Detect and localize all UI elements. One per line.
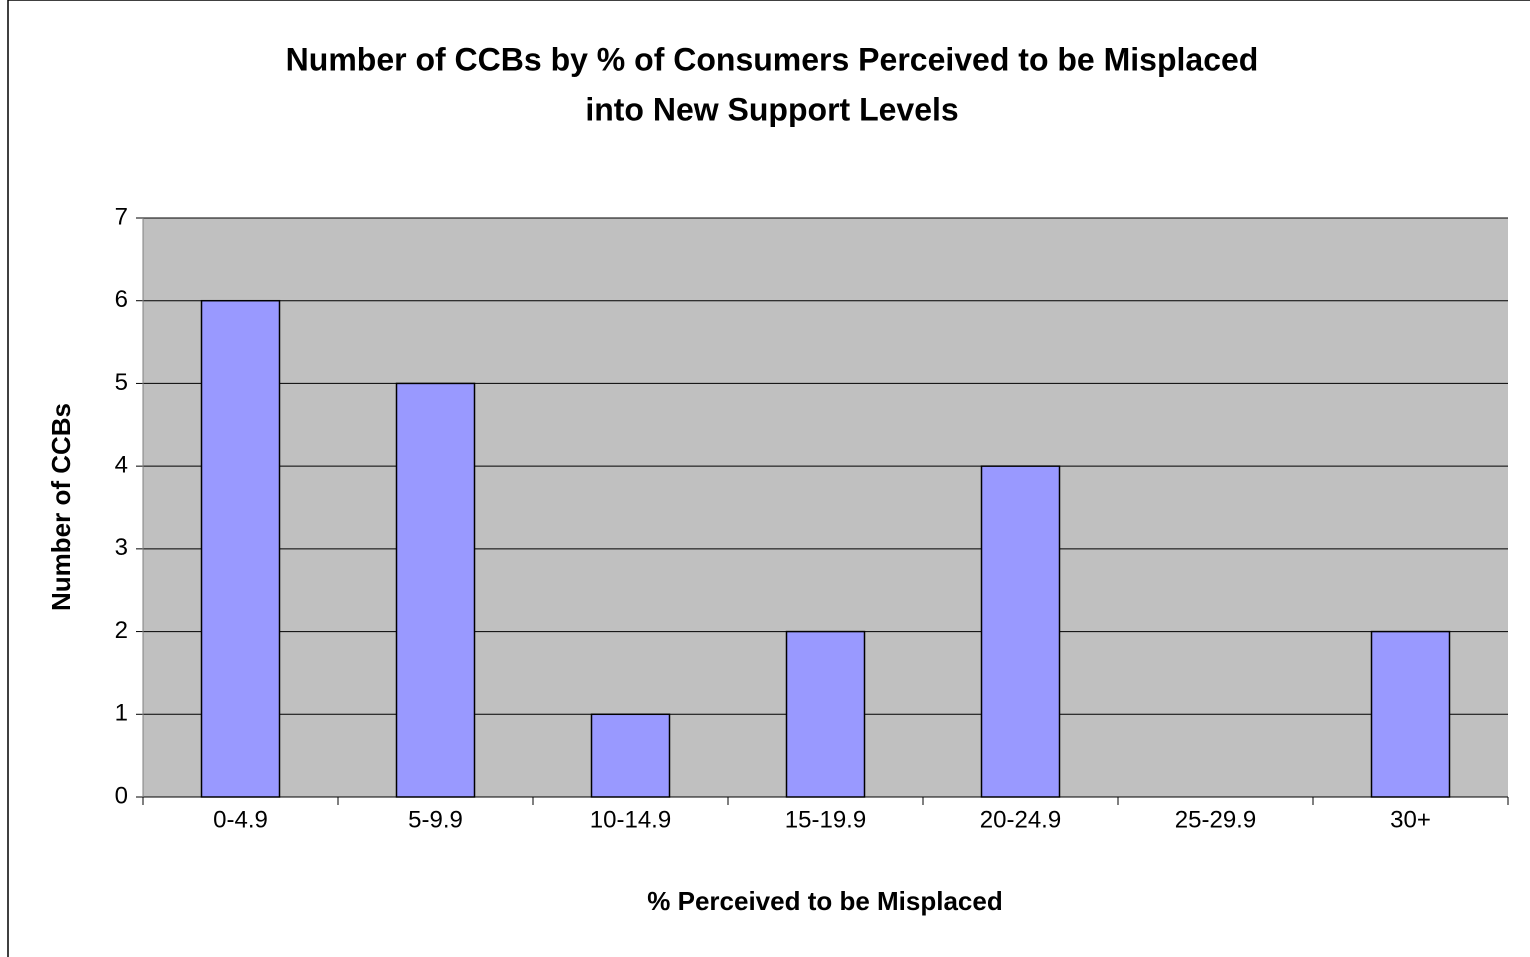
- bar: [395, 382, 476, 798]
- y-tick-label: 0: [115, 782, 128, 809]
- y-tick-label: 1: [115, 700, 128, 727]
- bar: [980, 465, 1061, 798]
- y-tick-label: 4: [115, 451, 128, 478]
- x-tick-label: 0-4.9: [213, 806, 268, 833]
- chart-title: into New Support Levels: [585, 91, 958, 127]
- x-tick-label: 5-9.9: [408, 806, 463, 833]
- chart-title: Number of CCBs by % of Consumers Perceiv…: [286, 41, 1259, 77]
- x-tick-label: 10-14.9: [590, 806, 671, 833]
- bar: [590, 713, 671, 798]
- y-tick-label: 5: [115, 369, 128, 396]
- y-tick-label: 3: [115, 534, 128, 561]
- y-tick-label: 7: [115, 203, 128, 230]
- x-tick-label: 20-24.9: [980, 806, 1061, 833]
- y-tick-label: 2: [115, 617, 128, 644]
- y-tick-label: 6: [115, 286, 128, 313]
- y-axis-label: Number of CCBs: [46, 403, 76, 611]
- x-tick-label: 15-19.9: [785, 806, 866, 833]
- x-tick-label: 30+: [1390, 806, 1431, 833]
- bar: [1370, 630, 1451, 798]
- bar: [785, 630, 866, 798]
- bar: [200, 299, 281, 798]
- x-axis-label: % Perceived to be Misplaced: [647, 886, 1002, 916]
- x-tick-label: 25-29.9: [1175, 806, 1256, 833]
